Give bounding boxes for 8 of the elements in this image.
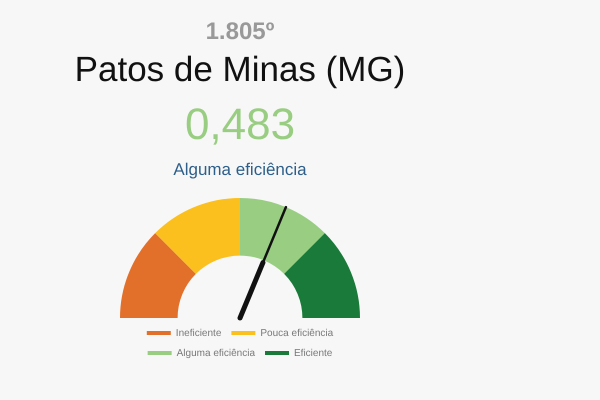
chart-title: Patos de Minas (MG) [74, 50, 406, 90]
legend-label: Alguma eficiência [176, 348, 256, 359]
text: 1.805º [204, 18, 276, 46]
legend-label: Ineficiente [176, 328, 222, 339]
text: 0,483 [184, 100, 296, 150]
legend-label: Pouca eficiência [260, 328, 334, 339]
legend-label: Eficiente [294, 348, 333, 359]
text: Alguma eficiência [172, 160, 308, 180]
